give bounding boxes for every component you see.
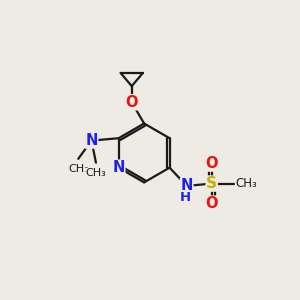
Text: N: N bbox=[181, 178, 193, 194]
Text: H: H bbox=[180, 190, 191, 204]
Text: N: N bbox=[85, 133, 98, 148]
Text: CH₃: CH₃ bbox=[235, 177, 257, 190]
Text: O: O bbox=[206, 156, 218, 171]
Text: O: O bbox=[206, 196, 218, 211]
Text: CH₃: CH₃ bbox=[68, 164, 88, 174]
Text: N: N bbox=[112, 160, 125, 175]
Text: S: S bbox=[206, 176, 217, 191]
Text: CH₃: CH₃ bbox=[85, 168, 106, 178]
Text: O: O bbox=[125, 95, 138, 110]
